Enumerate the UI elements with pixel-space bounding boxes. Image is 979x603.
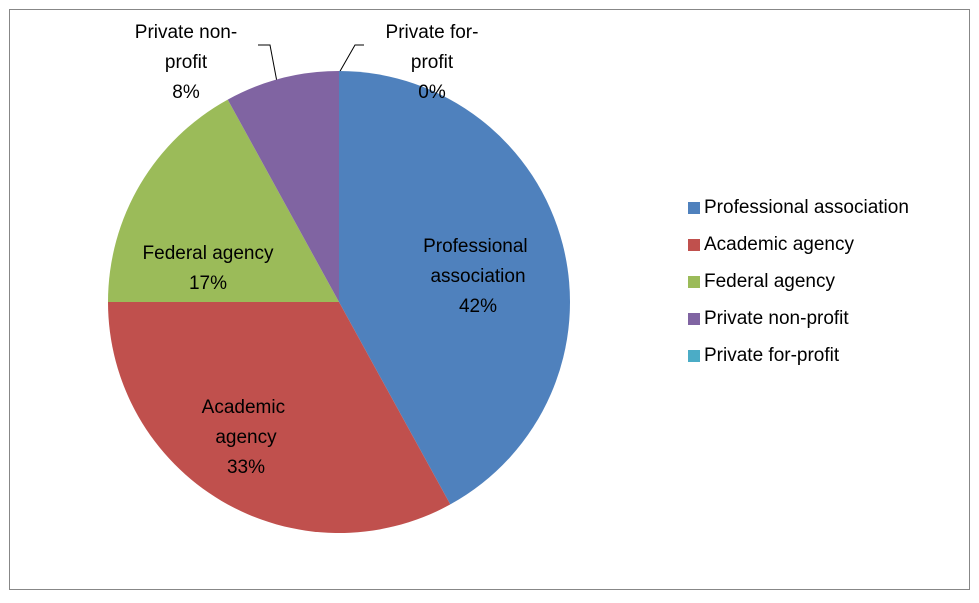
data-label-value: 17% (189, 273, 227, 294)
leader-line (258, 44, 278, 83)
leader-line (338, 44, 364, 74)
legend-swatch (688, 202, 700, 214)
legend-swatch (688, 239, 700, 251)
legend-swatch (688, 276, 700, 288)
pie-slice (227, 71, 339, 302)
legend-label: Academic agency (704, 234, 854, 255)
pie-slice (108, 302, 451, 533)
pie-slice (339, 71, 570, 505)
legend-label: Private non-profit (704, 308, 849, 329)
data-label-value: 8% (172, 82, 200, 103)
data-label-value: 33% (227, 457, 265, 478)
legend-swatch (688, 350, 700, 362)
legend-label: Professional association (704, 197, 909, 218)
data-label-name: Academic agency (202, 397, 291, 448)
legend-swatch (688, 313, 700, 325)
data-label-name: Federal agency (143, 243, 274, 264)
data-label-name: Professional association (423, 236, 533, 287)
data-label-name: Private for-profit (386, 22, 479, 73)
pie-slice (108, 99, 339, 303)
data-label-value: 0% (418, 82, 446, 103)
data-label-name: Private non-profit (135, 22, 237, 73)
legend-label: Private for-profit (704, 345, 840, 366)
data-label-value: 42% (459, 296, 497, 317)
legend-label: Federal agency (704, 271, 835, 292)
